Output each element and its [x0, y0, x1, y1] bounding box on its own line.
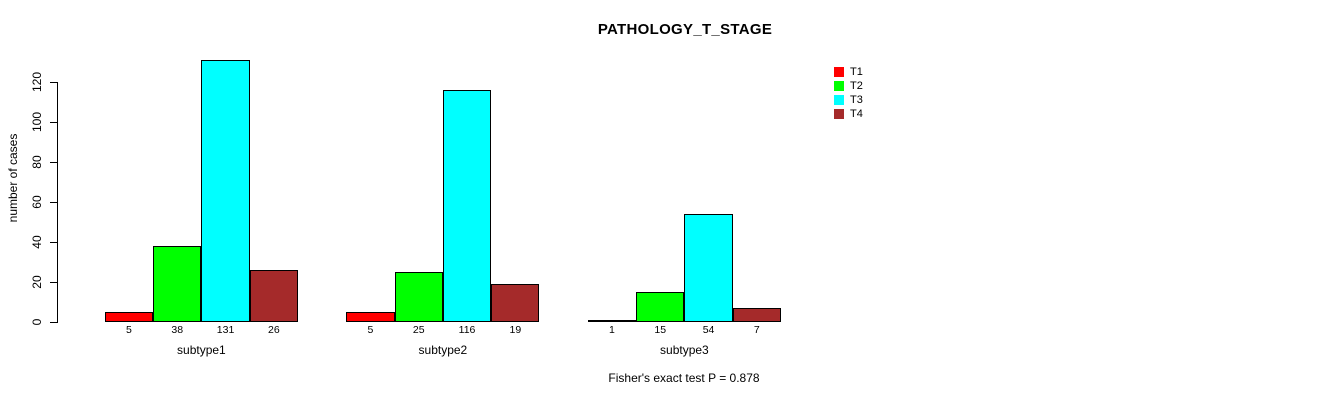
bar-value-label: 5: [367, 324, 374, 336]
bar-T4-subtype1: [249, 270, 298, 322]
bar-value-label: 7: [753, 324, 760, 336]
bar-value-label: 15: [654, 324, 667, 336]
y-tick: [50, 241, 57, 243]
bar-value-label: 116: [458, 324, 476, 336]
bar-T4-subtype2: [491, 284, 540, 322]
chart-title: PATHOLOGY_T_STAGE: [597, 21, 773, 38]
y-tick-label: 120: [30, 71, 44, 93]
bar-T4-subtype3: [732, 308, 781, 322]
y-axis-label: number of cases: [6, 133, 20, 223]
legend-swatch-T2: [834, 81, 844, 91]
bar-value-label: 38: [171, 324, 184, 336]
category-label: subtype1: [177, 343, 226, 357]
bar-T2-subtype3: [636, 292, 685, 322]
y-tick: [50, 201, 57, 203]
bar-value-label: 25: [412, 324, 425, 336]
bar-T3-subtype3: [684, 214, 733, 322]
legend-item-T3: T3: [834, 94, 863, 106]
bar-T3-subtype1: [201, 60, 250, 322]
y-tick: [50, 281, 57, 283]
bar-T2-subtype1: [153, 246, 202, 322]
legend-item-T4: T4: [834, 108, 863, 120]
bar-T2-subtype2: [394, 272, 443, 322]
legend-swatch-T4: [834, 109, 844, 119]
category-label: subtype3: [660, 343, 709, 357]
y-tick: [50, 321, 57, 323]
legend-label: T2: [850, 80, 863, 92]
annotation-text: Fisher's exact test P = 0.878: [608, 371, 760, 385]
bar-value-label: 131: [216, 324, 235, 336]
y-tick: [50, 81, 57, 83]
bar-T1-subtype2: [346, 312, 395, 322]
legend-swatch-T1: [834, 67, 844, 77]
legend-swatch-T3: [834, 95, 844, 105]
y-axis-line: [57, 82, 58, 323]
legend-item-T2: T2: [834, 80, 863, 92]
bar-value-label: 5: [126, 324, 132, 336]
bar-T3-subtype2: [442, 90, 492, 322]
bar-value-label: 1: [609, 324, 615, 336]
bar-T1-subtype3: [587, 320, 637, 322]
legend-item-T1: T1: [834, 66, 863, 78]
legend-label: T4: [850, 108, 863, 120]
bar-value-label: 54: [702, 324, 715, 336]
legend-label: T1: [850, 66, 863, 78]
y-tick: [50, 161, 57, 163]
bar-value-label: 26: [267, 324, 280, 336]
category-label: subtype2: [418, 343, 468, 357]
y-tick: [50, 121, 57, 123]
legend-label: T3: [850, 94, 863, 106]
bar-T1-subtype1: [104, 312, 154, 322]
bar-value-label: 19: [509, 324, 522, 336]
